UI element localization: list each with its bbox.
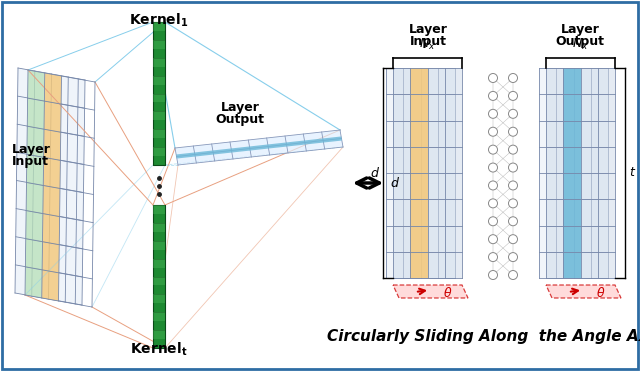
- Text: $N_x$: $N_x$: [419, 37, 436, 52]
- Text: $d$: $d$: [390, 176, 400, 190]
- Text: Output: Output: [216, 114, 264, 127]
- Polygon shape: [153, 40, 165, 49]
- Circle shape: [488, 235, 497, 244]
- Polygon shape: [153, 58, 165, 67]
- Polygon shape: [153, 294, 165, 303]
- Circle shape: [488, 253, 497, 262]
- Polygon shape: [546, 285, 621, 298]
- Circle shape: [488, 73, 497, 82]
- Polygon shape: [175, 130, 343, 165]
- Polygon shape: [563, 68, 580, 278]
- Polygon shape: [546, 68, 615, 278]
- Circle shape: [509, 145, 518, 154]
- Polygon shape: [153, 205, 165, 214]
- Polygon shape: [153, 76, 165, 85]
- Circle shape: [509, 235, 518, 244]
- Circle shape: [488, 163, 497, 172]
- Polygon shape: [42, 73, 61, 301]
- Circle shape: [509, 199, 518, 208]
- Text: Layer: Layer: [561, 23, 600, 36]
- Polygon shape: [153, 276, 165, 285]
- Polygon shape: [393, 285, 468, 298]
- Text: Output: Output: [556, 36, 605, 49]
- Circle shape: [488, 145, 497, 154]
- Polygon shape: [386, 68, 455, 278]
- Polygon shape: [153, 223, 165, 232]
- Text: $\mathbf{Kernel_1}$: $\mathbf{Kernel_1}$: [129, 12, 189, 29]
- Circle shape: [509, 127, 518, 136]
- Polygon shape: [25, 70, 45, 298]
- Polygon shape: [153, 93, 165, 102]
- Polygon shape: [153, 259, 165, 267]
- Polygon shape: [153, 241, 165, 250]
- Circle shape: [509, 217, 518, 226]
- Circle shape: [509, 91, 518, 101]
- Text: $\theta$: $\theta$: [596, 286, 605, 300]
- Polygon shape: [393, 68, 462, 278]
- Circle shape: [488, 199, 497, 208]
- Polygon shape: [410, 68, 428, 278]
- Circle shape: [509, 73, 518, 82]
- Circle shape: [488, 109, 497, 118]
- Circle shape: [509, 270, 518, 279]
- Polygon shape: [153, 22, 165, 165]
- Polygon shape: [153, 330, 165, 339]
- Text: Input: Input: [12, 155, 49, 168]
- Text: Input: Input: [410, 36, 447, 49]
- Text: Layer: Layer: [408, 23, 447, 36]
- Circle shape: [488, 127, 497, 136]
- Circle shape: [509, 181, 518, 190]
- Circle shape: [509, 163, 518, 172]
- Circle shape: [488, 181, 497, 190]
- Circle shape: [488, 270, 497, 279]
- Circle shape: [488, 217, 497, 226]
- Circle shape: [509, 253, 518, 262]
- Polygon shape: [176, 137, 342, 158]
- Text: $\mathbf{Kernel_t}$: $\mathbf{Kernel_t}$: [130, 341, 188, 358]
- Text: Circularly Sliding Along  the Angle Axis: Circularly Sliding Along the Angle Axis: [327, 328, 640, 344]
- Polygon shape: [153, 205, 165, 348]
- Polygon shape: [153, 111, 165, 120]
- Text: $\theta$: $\theta$: [443, 286, 452, 300]
- Polygon shape: [539, 68, 608, 278]
- Text: $N_x$: $N_x$: [572, 37, 589, 52]
- Text: $d$: $d$: [370, 166, 380, 180]
- Circle shape: [509, 109, 518, 118]
- Polygon shape: [153, 147, 165, 156]
- Polygon shape: [153, 22, 165, 31]
- Circle shape: [488, 91, 497, 101]
- Polygon shape: [15, 68, 85, 305]
- Text: Layer: Layer: [221, 102, 259, 115]
- Text: Layer: Layer: [12, 144, 51, 157]
- Text: $t$: $t$: [629, 167, 637, 180]
- Polygon shape: [153, 129, 165, 138]
- Polygon shape: [153, 312, 165, 321]
